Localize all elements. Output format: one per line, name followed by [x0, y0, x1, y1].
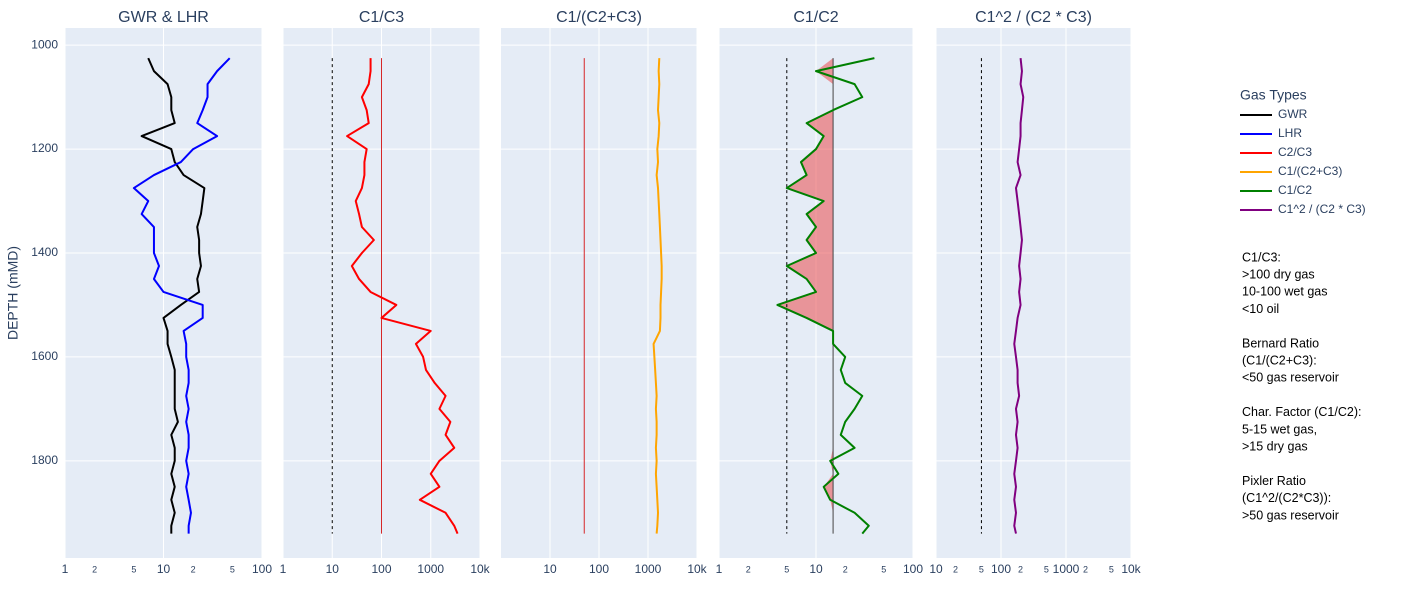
legend-label: LHR: [1278, 126, 1302, 140]
legend-label: C1^2 / (C2 * C3): [1278, 202, 1366, 216]
series-line: [140, 57, 206, 534]
x-tick-label: 100: [903, 562, 923, 576]
series-line: [1013, 58, 1025, 534]
series-line: [652, 58, 663, 534]
annotation-text: (C1^2/(C2*C3)):: [1242, 491, 1331, 505]
subplot-title: GWR & LHR: [118, 9, 209, 26]
series-line: [132, 57, 231, 534]
annotation-text: <50 gas reservoir: [1242, 371, 1339, 385]
x-tick-label: 10: [809, 562, 823, 576]
y-tick-label: 1400: [31, 245, 58, 259]
y-tick-label: 1000: [31, 37, 58, 51]
x-tick-label: 1000: [635, 562, 662, 576]
series-line: [776, 57, 875, 535]
x-tick-label: 10k: [687, 562, 707, 576]
x-tick-label: 10: [157, 562, 171, 576]
annotation-text: Bernard Ratio: [1242, 336, 1319, 350]
x-tick-label: 100: [589, 562, 609, 576]
annotation-text: Pixler Ratio: [1242, 474, 1306, 488]
x-tick-label: 2: [953, 564, 958, 574]
plot-background: [936, 28, 1131, 558]
x-tick-label: 100: [991, 562, 1011, 576]
annotation-text: 5-15 wet gas,: [1242, 422, 1317, 436]
annotation-text: <10 oil: [1242, 302, 1279, 316]
x-tick-label: 2: [746, 564, 751, 574]
x-tick-label: 1: [62, 562, 69, 576]
x-tick-label: 1: [280, 562, 287, 576]
x-tick-label: 2: [191, 564, 196, 574]
y-tick-label: 1800: [31, 453, 58, 467]
annotation-text: >100 dry gas: [1242, 267, 1315, 281]
legend-title: Gas Types: [1240, 87, 1307, 103]
subplot-title: C1/(C2+C3): [556, 9, 642, 26]
subplot-title: C1/C2: [793, 9, 838, 26]
x-tick-label: 5: [1044, 564, 1049, 574]
x-tick-label: 5: [131, 564, 136, 574]
x-tick-label: 10: [929, 562, 943, 576]
x-tick-label: 2: [843, 564, 848, 574]
x-tick-label: 5: [979, 564, 984, 574]
annotation-text: 10-100 wet gas: [1242, 285, 1327, 299]
annotation-text: (C1/(C2+C3):: [1242, 353, 1317, 367]
x-tick-label: 5: [881, 564, 886, 574]
y-tick-label: 1600: [31, 349, 58, 363]
x-tick-label: 5: [784, 564, 789, 574]
legend-label: C1/(C2+C3): [1278, 164, 1342, 178]
legend-label: C1/C2: [1278, 183, 1312, 197]
legend-label: GWR: [1278, 107, 1308, 121]
annotation-text: Char. Factor (C1/C2):: [1242, 405, 1361, 419]
annotation-text: >15 dry gas: [1242, 439, 1308, 453]
x-tick-label: 2: [92, 564, 97, 574]
annotation-text: C1/C3:: [1242, 250, 1281, 264]
x-tick-label: 2: [1018, 564, 1023, 574]
annotation-text: >50 gas reservoir: [1242, 508, 1339, 522]
x-tick-label: 100: [371, 562, 391, 576]
x-tick-label: 1000: [1053, 562, 1080, 576]
x-tick-label: 1: [716, 562, 723, 576]
x-tick-label: 5: [1109, 564, 1114, 574]
x-tick-label: 10k: [1121, 562, 1141, 576]
y-axis-label: DEPTH (mMD): [5, 246, 21, 340]
legend-label: C2/C3: [1278, 145, 1312, 159]
x-tick-label: 1000: [417, 562, 444, 576]
series-line: [346, 58, 459, 534]
y-tick-label: 1200: [31, 141, 58, 155]
subplot-title: C1/C3: [359, 9, 404, 26]
x-tick-label: 10k: [470, 562, 490, 576]
x-tick-label: 100: [252, 562, 272, 576]
subplot-title: C1^2 / (C2 * C3): [975, 9, 1092, 26]
x-tick-label: 5: [230, 564, 235, 574]
x-tick-label: 10: [326, 562, 340, 576]
x-tick-label: 2: [1083, 564, 1088, 574]
x-tick-label: 10: [543, 562, 557, 576]
